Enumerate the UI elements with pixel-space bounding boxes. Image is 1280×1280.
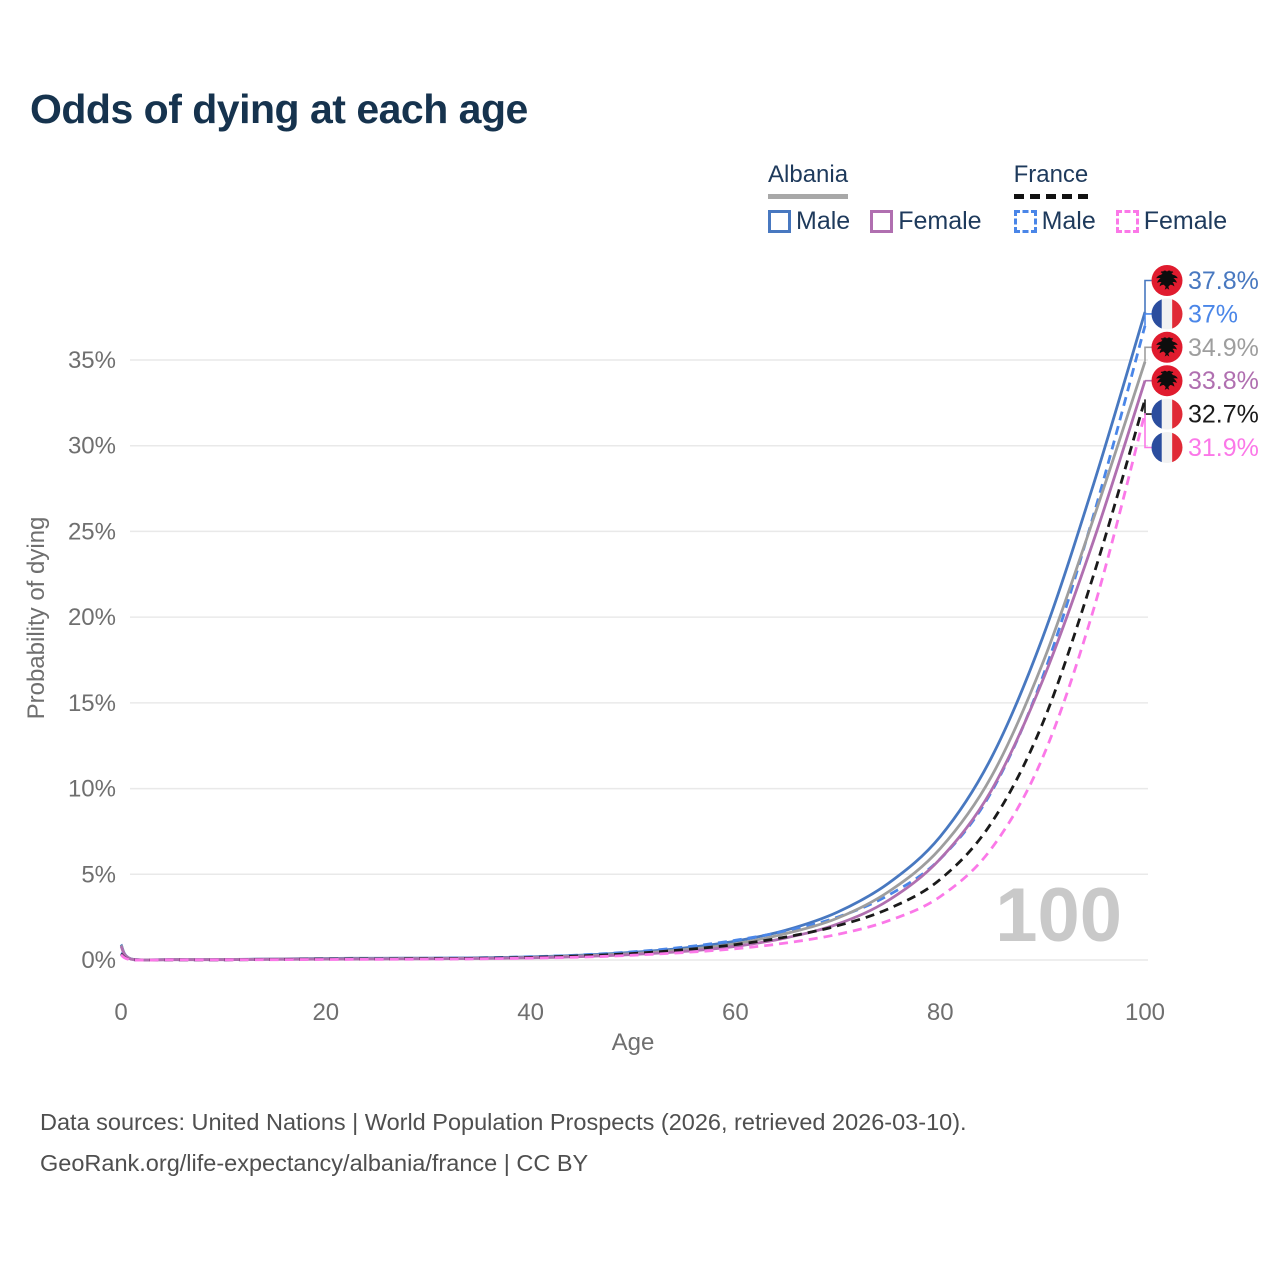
label-connector-france-female bbox=[1144, 413, 1152, 449]
end-label-albania-male: 37.8% bbox=[1188, 267, 1259, 295]
legend: Albania Male Female France Male bbox=[768, 161, 1228, 236]
albania-male-swatch bbox=[768, 210, 791, 234]
end-label-france-female: 31.9% bbox=[1188, 434, 1259, 462]
label-connector-albania-male bbox=[1144, 279, 1152, 312]
watermark-age: 100 bbox=[995, 873, 1122, 958]
legend-label-france-female: Female bbox=[1143, 207, 1228, 236]
end-label-albania: 34.9% bbox=[1188, 334, 1259, 362]
legend-item-france-female[interactable]: Female bbox=[1115, 207, 1228, 236]
x-tick-label: 100 bbox=[1125, 999, 1165, 1026]
end-label-france-male: 37% bbox=[1188, 300, 1238, 328]
flag-icon-france bbox=[1151, 432, 1183, 463]
x-tick-label: 20 bbox=[312, 999, 339, 1026]
legend-country-albania: Albania bbox=[768, 161, 849, 200]
flag-icon-albania bbox=[1151, 365, 1183, 397]
albania-female-swatch bbox=[870, 210, 894, 234]
legend-item-france-male[interactable]: Male bbox=[1013, 207, 1096, 236]
y-tick-label: 5% bbox=[81, 861, 116, 888]
label-connector-france-male bbox=[1144, 313, 1152, 326]
label-connector-albania bbox=[1144, 346, 1152, 362]
x-tick-label: 40 bbox=[517, 999, 544, 1026]
footer-sources-line: Data sources: United Nations | World Pop… bbox=[40, 1109, 967, 1135]
series-line-france bbox=[120, 399, 1147, 962]
flag-icon-france bbox=[1151, 298, 1183, 330]
x-axis-title: Age bbox=[612, 1029, 655, 1056]
legend-items-albania: Male Female bbox=[768, 207, 982, 236]
legend-label-france-male: Male bbox=[1041, 207, 1096, 236]
x-tick-label: 0 bbox=[114, 999, 127, 1026]
legend-items-france: Male Female bbox=[1013, 207, 1228, 236]
y-tick-label: 10% bbox=[68, 776, 116, 803]
legend-label-albania-female: Female bbox=[898, 207, 982, 236]
page-title: Odds of dying at each age bbox=[30, 86, 528, 132]
legend-group-albania: Albania Male Female bbox=[768, 161, 982, 236]
flag-icon-albania bbox=[1151, 265, 1183, 296]
legend-country-france: France bbox=[1013, 161, 1089, 200]
legend-group-france: France Male Female bbox=[1013, 161, 1228, 236]
y-tick-label: 25% bbox=[68, 518, 116, 545]
series-line-france-male bbox=[120, 325, 1147, 962]
y-tick-label: 35% bbox=[68, 347, 116, 374]
y-axis-title: Probability of dying bbox=[23, 517, 50, 720]
legend-item-albania-female[interactable]: Female bbox=[870, 207, 982, 236]
end-label-france: 32.7% bbox=[1188, 401, 1259, 429]
series-line-albania-male bbox=[119, 311, 1147, 962]
series-line-albania-female bbox=[119, 380, 1147, 962]
series-line-france-female bbox=[120, 412, 1147, 962]
series-line-albania bbox=[119, 361, 1147, 962]
y-tick-label: 0% bbox=[81, 947, 116, 974]
x-tick-label: 60 bbox=[722, 999, 749, 1026]
y-tick-label: 20% bbox=[68, 604, 116, 631]
flag-icon-albania bbox=[1151, 331, 1183, 363]
footer-attribution-line: GeoRank.org/life-expectancy/albania/fran… bbox=[40, 1150, 589, 1176]
y-tick-label: 15% bbox=[68, 690, 116, 717]
x-tick-label: 80 bbox=[927, 999, 954, 1026]
footer: Data sources: United Nations | World Pop… bbox=[40, 1102, 967, 1184]
y-tick-label: 30% bbox=[68, 433, 116, 460]
label-connector-france bbox=[1144, 399, 1152, 415]
flag-icon-france bbox=[1151, 398, 1183, 430]
legend-item-albania-male[interactable]: Male bbox=[768, 207, 850, 236]
france-male-swatch bbox=[1013, 210, 1037, 234]
legend-label-albania-male: Male bbox=[796, 207, 851, 236]
france-female-swatch bbox=[1115, 210, 1139, 234]
end-label-albania-female: 33.8% bbox=[1188, 367, 1259, 395]
